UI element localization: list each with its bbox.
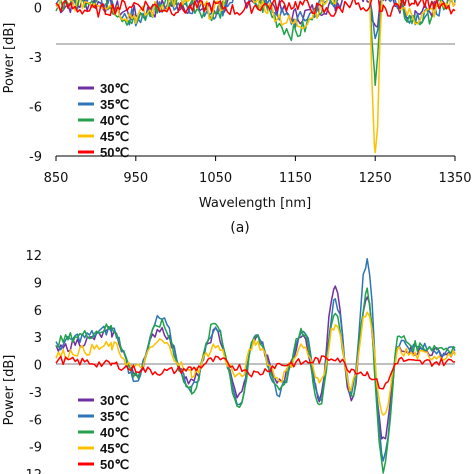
- panel-caption: (a): [230, 220, 250, 236]
- series-line: [55, 287, 456, 474]
- x-tick-label: 950: [123, 171, 148, 186]
- series-line: [55, 0, 456, 29]
- y-axis-label: Power [dB]: [2, 355, 17, 426]
- legend-label: 40℃: [100, 113, 129, 128]
- y-tick-label: -9: [29, 441, 42, 456]
- x-tick-label: 1050: [199, 171, 232, 186]
- legend-label: 30℃: [100, 393, 129, 408]
- legend-label: 45℃: [100, 129, 129, 144]
- y-tick-label: 12: [25, 249, 42, 264]
- series-line: [55, 0, 456, 87]
- y-tick-label: 3: [34, 331, 42, 346]
- y-tick-label: -3: [29, 386, 42, 401]
- legend-label: 45℃: [100, 441, 129, 456]
- x-tick-label: 850: [44, 171, 69, 186]
- y-tick-label: 6: [34, 304, 42, 319]
- y-tick-label: -6: [29, 413, 42, 428]
- legend-label: 50℃: [100, 145, 129, 160]
- legend-label: 30℃: [100, 81, 129, 96]
- x-tick-label: 1350: [438, 171, 471, 186]
- x-tick-label: 1150: [279, 171, 312, 186]
- series-line: [55, 0, 456, 154]
- y-tick-label: -9: [29, 150, 42, 165]
- legend-label: 50℃: [100, 457, 129, 472]
- x-tick-label: 1250: [359, 171, 392, 186]
- chart-panel-b: 12 9 6 3 0 -3 -6 -9 -12 30℃35℃40℃45℃50℃ Power [d…: [2, 249, 456, 474]
- y-tick-label: -6: [29, 101, 42, 116]
- series-line: [55, 311, 456, 416]
- y-tick-label: -12: [21, 468, 42, 474]
- x-axis-label: Wavelength [nm]: [199, 196, 311, 211]
- y-axis-label: Power [dB]: [2, 23, 17, 94]
- legend-label: 35℃: [100, 409, 129, 424]
- series-line: [55, 355, 456, 390]
- legend-label: 40℃: [100, 425, 129, 440]
- y-tick-label: 0: [34, 2, 42, 17]
- series-line: [55, 0, 456, 18]
- y-tick-label: 9: [34, 276, 42, 291]
- legend-label: 35℃: [100, 97, 129, 112]
- y-tick-label: -3: [29, 51, 42, 66]
- y-tick-label: 0: [34, 359, 42, 374]
